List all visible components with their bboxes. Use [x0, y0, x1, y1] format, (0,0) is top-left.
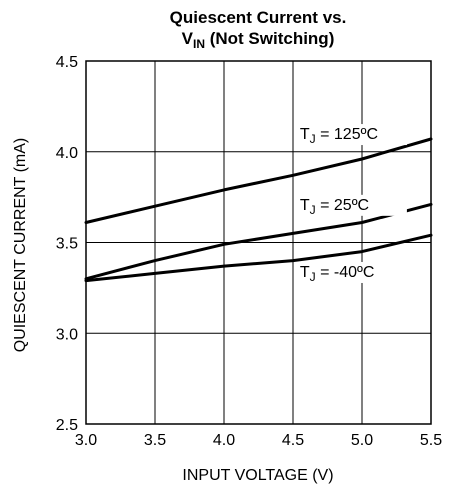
x-tick-label: 3.5	[144, 432, 166, 449]
series-labels: TJ = 125ºC TJ = 25ºC TJ = -40ºC	[294, 124, 407, 284]
x-tick-label: 3.0	[75, 432, 97, 449]
chart-title-line1: Quiescent Current vs.	[170, 8, 347, 27]
series-label-0: TJ = 125ºC	[300, 126, 378, 146]
x-tick-label: 4.5	[282, 432, 304, 449]
series-line-2	[84, 233, 433, 283]
y-tick-label: 4.0	[56, 145, 78, 162]
chart-title-line2: VIN (Not Switching)	[182, 29, 335, 51]
series-label-background	[294, 194, 407, 216]
series-label-background	[294, 124, 407, 146]
series-lines	[84, 137, 433, 283]
y-tick-label: 2.5	[56, 417, 78, 434]
chart-title-sub: IN	[193, 37, 205, 51]
series-label-background	[294, 261, 407, 283]
series-line-0	[84, 137, 433, 224]
y-tick-label: 3.0	[56, 326, 78, 343]
x-axis-label: INPUT VOLTAGE (V)	[182, 467, 333, 484]
y-tick-label: 4.5	[56, 54, 78, 71]
chart-title-v: V	[182, 29, 194, 48]
y-axis-label: QUIESCENT CURRENT (mA)	[12, 138, 29, 353]
chart-title-rest: (Not Switching)	[205, 29, 334, 48]
series-line-1	[84, 202, 433, 281]
series-label-1: TJ = 25ºC	[300, 197, 369, 217]
x-tick-label: 5.0	[351, 432, 373, 449]
plot-frame	[85, 60, 432, 425]
y-tick-label: 3.5	[56, 236, 78, 253]
x-tick-label: 4.0	[213, 432, 235, 449]
tick-labels: 3.0 3.5 4.0 4.5 5.0 5.52.53.03.54.04.5	[56, 54, 442, 449]
x-tick-label: 5.5	[420, 432, 442, 449]
grid	[85, 60, 432, 425]
series-label-2: TJ = -40ºC	[300, 264, 375, 284]
